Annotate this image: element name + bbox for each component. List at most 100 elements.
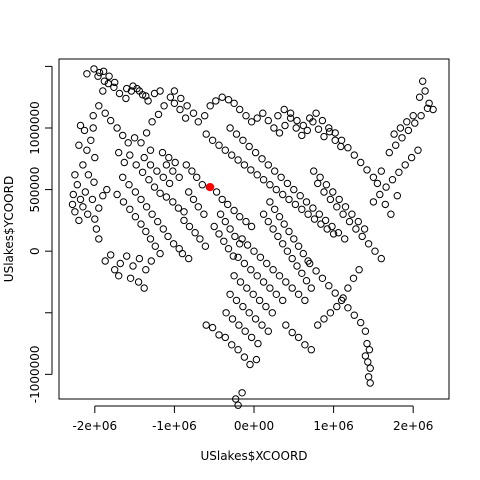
data-point bbox=[253, 114, 261, 122]
x-tick-label: 0e+00 bbox=[234, 419, 274, 433]
x-tick-label: -2e+06 bbox=[72, 419, 117, 433]
data-point bbox=[228, 151, 236, 159]
data-point bbox=[151, 242, 160, 250]
data-point bbox=[235, 321, 243, 329]
data-point bbox=[320, 188, 328, 196]
data-point bbox=[363, 339, 371, 348]
data-point bbox=[131, 188, 140, 196]
data-point bbox=[162, 193, 171, 201]
data-point bbox=[224, 245, 233, 253]
data-point bbox=[166, 93, 175, 101]
data-point bbox=[335, 195, 343, 204]
data-point bbox=[366, 364, 374, 372]
data-point bbox=[341, 203, 350, 211]
data-point bbox=[159, 173, 168, 182]
data-point bbox=[240, 161, 249, 169]
data-point bbox=[236, 105, 244, 114]
data-point bbox=[376, 190, 384, 199]
data-point bbox=[377, 254, 385, 263]
data-point bbox=[320, 315, 328, 323]
data-point bbox=[279, 190, 287, 199]
data-point bbox=[369, 173, 378, 182]
y-axis-label: USlakes$YCOORD bbox=[2, 176, 16, 282]
data-point bbox=[89, 124, 97, 132]
data-point bbox=[358, 232, 366, 241]
data-point bbox=[87, 136, 95, 145]
data-point bbox=[250, 247, 258, 255]
data-point bbox=[245, 142, 253, 151]
data-point bbox=[272, 185, 280, 194]
data-point bbox=[135, 254, 144, 263]
data-point bbox=[79, 203, 87, 211]
data-point bbox=[115, 148, 123, 157]
data-point bbox=[274, 232, 282, 241]
data-point bbox=[318, 274, 327, 282]
data-point bbox=[119, 198, 128, 206]
data-point bbox=[407, 153, 416, 162]
data-point bbox=[290, 235, 298, 243]
data-point bbox=[170, 99, 179, 108]
data-point bbox=[181, 114, 190, 122]
data-point bbox=[202, 130, 210, 138]
data-point bbox=[135, 87, 144, 95]
data-point bbox=[94, 72, 102, 80]
data-point bbox=[137, 139, 145, 147]
data-point bbox=[293, 262, 301, 270]
data-point bbox=[309, 204, 317, 212]
data-point bbox=[148, 118, 156, 126]
data-point bbox=[240, 353, 249, 361]
data-point bbox=[191, 229, 199, 237]
data-point bbox=[193, 173, 201, 182]
data-point bbox=[129, 82, 137, 90]
data-point bbox=[256, 253, 265, 261]
data-point bbox=[130, 134, 139, 142]
data-point bbox=[357, 318, 365, 327]
data-point bbox=[259, 278, 268, 286]
data-point bbox=[73, 181, 82, 189]
data-point bbox=[220, 237, 228, 246]
data-point bbox=[83, 70, 91, 78]
data-point bbox=[414, 146, 422, 154]
data-point bbox=[417, 112, 425, 120]
data-point bbox=[245, 309, 253, 317]
data-point bbox=[147, 257, 156, 265]
data-point bbox=[124, 139, 132, 147]
data-point bbox=[95, 235, 103, 243]
data-point bbox=[198, 181, 207, 189]
data-point bbox=[234, 253, 242, 261]
x-axis: -2e+06 -1e+06 0e+00 1e+06 2e+06 bbox=[72, 405, 433, 433]
data-point bbox=[165, 179, 174, 188]
data-point bbox=[266, 198, 274, 206]
data-point bbox=[377, 167, 385, 175]
data-point bbox=[208, 136, 217, 145]
data-point bbox=[171, 158, 179, 167]
data-point bbox=[331, 136, 339, 145]
data-point bbox=[126, 205, 134, 214]
data-point bbox=[115, 272, 123, 280]
data-point bbox=[298, 205, 306, 214]
data-point bbox=[71, 208, 79, 216]
data-point bbox=[212, 97, 220, 105]
data-point bbox=[298, 131, 306, 140]
data-point bbox=[165, 153, 173, 162]
data-point bbox=[401, 161, 409, 169]
data-point bbox=[266, 284, 274, 292]
data-point bbox=[169, 240, 178, 248]
data-point bbox=[101, 109, 109, 117]
data-point bbox=[251, 148, 260, 157]
data-point bbox=[243, 241, 252, 249]
data-point bbox=[239, 302, 247, 311]
data-point bbox=[174, 204, 183, 212]
data-point bbox=[318, 116, 327, 125]
x-axis-label: USlakes$XCOORD bbox=[200, 449, 307, 463]
data-point bbox=[314, 179, 322, 188]
data-point bbox=[111, 78, 119, 87]
data-point bbox=[259, 176, 268, 184]
data-point bbox=[91, 215, 99, 223]
data-point bbox=[69, 190, 78, 199]
data-point bbox=[285, 195, 293, 204]
data-point bbox=[275, 129, 284, 137]
data-point bbox=[156, 87, 164, 95]
data-point bbox=[231, 232, 239, 241]
